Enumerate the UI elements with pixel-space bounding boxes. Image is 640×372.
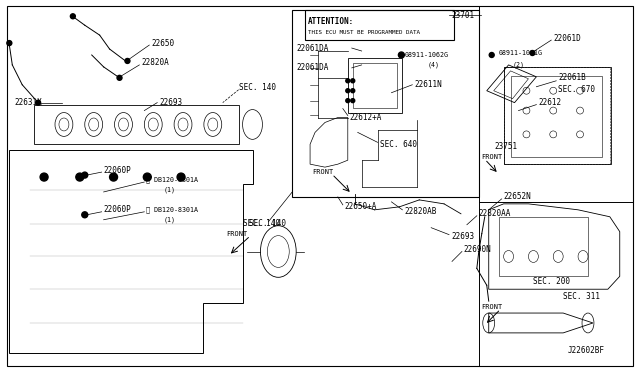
Bar	[353, 63, 397, 108]
Circle shape	[36, 100, 40, 105]
Text: SEC. 200: SEC. 200	[533, 277, 570, 286]
Text: (1): (1)	[163, 187, 175, 193]
Circle shape	[351, 89, 355, 93]
Text: 22690N: 22690N	[464, 245, 492, 254]
Text: SEC. 140: SEC. 140	[239, 83, 276, 92]
Bar	[511, 76, 602, 157]
Circle shape	[76, 173, 84, 181]
Text: 22820AB: 22820AB	[404, 207, 436, 216]
Circle shape	[177, 173, 185, 181]
Text: 23751: 23751	[495, 142, 518, 151]
Text: THIS ECU MUST BE PROGRAMMED DATA: THIS ECU MUST BE PROGRAMMED DATA	[308, 30, 420, 35]
Circle shape	[82, 172, 88, 178]
Circle shape	[399, 52, 404, 58]
Text: 22820AA: 22820AA	[479, 209, 511, 218]
Bar	[348, 58, 403, 113]
Text: 22061DA: 22061DA	[296, 63, 328, 73]
Text: 22612: 22612	[538, 98, 561, 107]
Text: FRONT: FRONT	[481, 304, 502, 310]
Text: (4): (4)	[427, 62, 439, 68]
Text: 22612+A: 22612+A	[350, 113, 382, 122]
Circle shape	[351, 79, 355, 83]
Text: (2): (2)	[513, 62, 525, 68]
Circle shape	[346, 99, 350, 103]
Circle shape	[40, 173, 48, 181]
Text: 22650+A: 22650+A	[345, 202, 377, 211]
Bar	[292, 10, 479, 197]
Text: Ⓡ DB120-8301A: Ⓡ DB120-8301A	[147, 206, 198, 213]
Text: 22060P: 22060P	[104, 205, 131, 214]
Text: ATTENTION:: ATTENTION:	[308, 17, 355, 26]
Text: SEC. 670: SEC. 670	[558, 85, 595, 94]
Circle shape	[351, 99, 355, 103]
Bar	[305, 10, 454, 40]
Text: 22060P: 22060P	[104, 166, 131, 174]
Text: 22061D: 22061D	[553, 33, 581, 43]
Text: FRONT: FRONT	[312, 169, 333, 175]
Text: 22820A: 22820A	[141, 58, 169, 67]
Circle shape	[109, 173, 118, 181]
Circle shape	[530, 51, 535, 55]
Circle shape	[143, 173, 151, 181]
Circle shape	[7, 41, 12, 45]
Text: 23701: 23701	[451, 11, 474, 20]
Text: 22061DA: 22061DA	[296, 44, 328, 52]
Circle shape	[489, 52, 494, 57]
Text: 22061B: 22061B	[558, 73, 586, 82]
Circle shape	[125, 58, 130, 63]
Text: J22602BF: J22602BF	[568, 346, 605, 355]
Circle shape	[117, 76, 122, 80]
Text: 08911-1081G: 08911-1081G	[499, 50, 543, 56]
Text: 22611N: 22611N	[414, 80, 442, 89]
Text: 22693: 22693	[451, 232, 474, 241]
Text: FRONT: FRONT	[481, 154, 502, 160]
Text: SEC. 140: SEC. 140	[248, 219, 285, 228]
Text: SEC. 140: SEC. 140	[243, 219, 280, 228]
Text: 22652N: 22652N	[504, 192, 531, 201]
Text: SEC. 640: SEC. 640	[380, 140, 417, 149]
Text: Ⓡ DB120-8301A: Ⓡ DB120-8301A	[147, 177, 198, 183]
Text: 22631X: 22631X	[14, 98, 42, 107]
Text: (1): (1)	[163, 217, 175, 223]
Text: FRONT: FRONT	[227, 231, 248, 237]
Circle shape	[82, 212, 88, 218]
Circle shape	[70, 14, 76, 19]
Text: SEC. 311: SEC. 311	[563, 292, 600, 301]
Text: 22693: 22693	[159, 98, 182, 107]
Circle shape	[346, 79, 350, 83]
Circle shape	[346, 89, 350, 93]
Bar	[504, 67, 611, 164]
Text: 22650: 22650	[151, 39, 174, 48]
Text: 08911-1062G: 08911-1062G	[404, 52, 449, 58]
Bar	[499, 217, 588, 276]
